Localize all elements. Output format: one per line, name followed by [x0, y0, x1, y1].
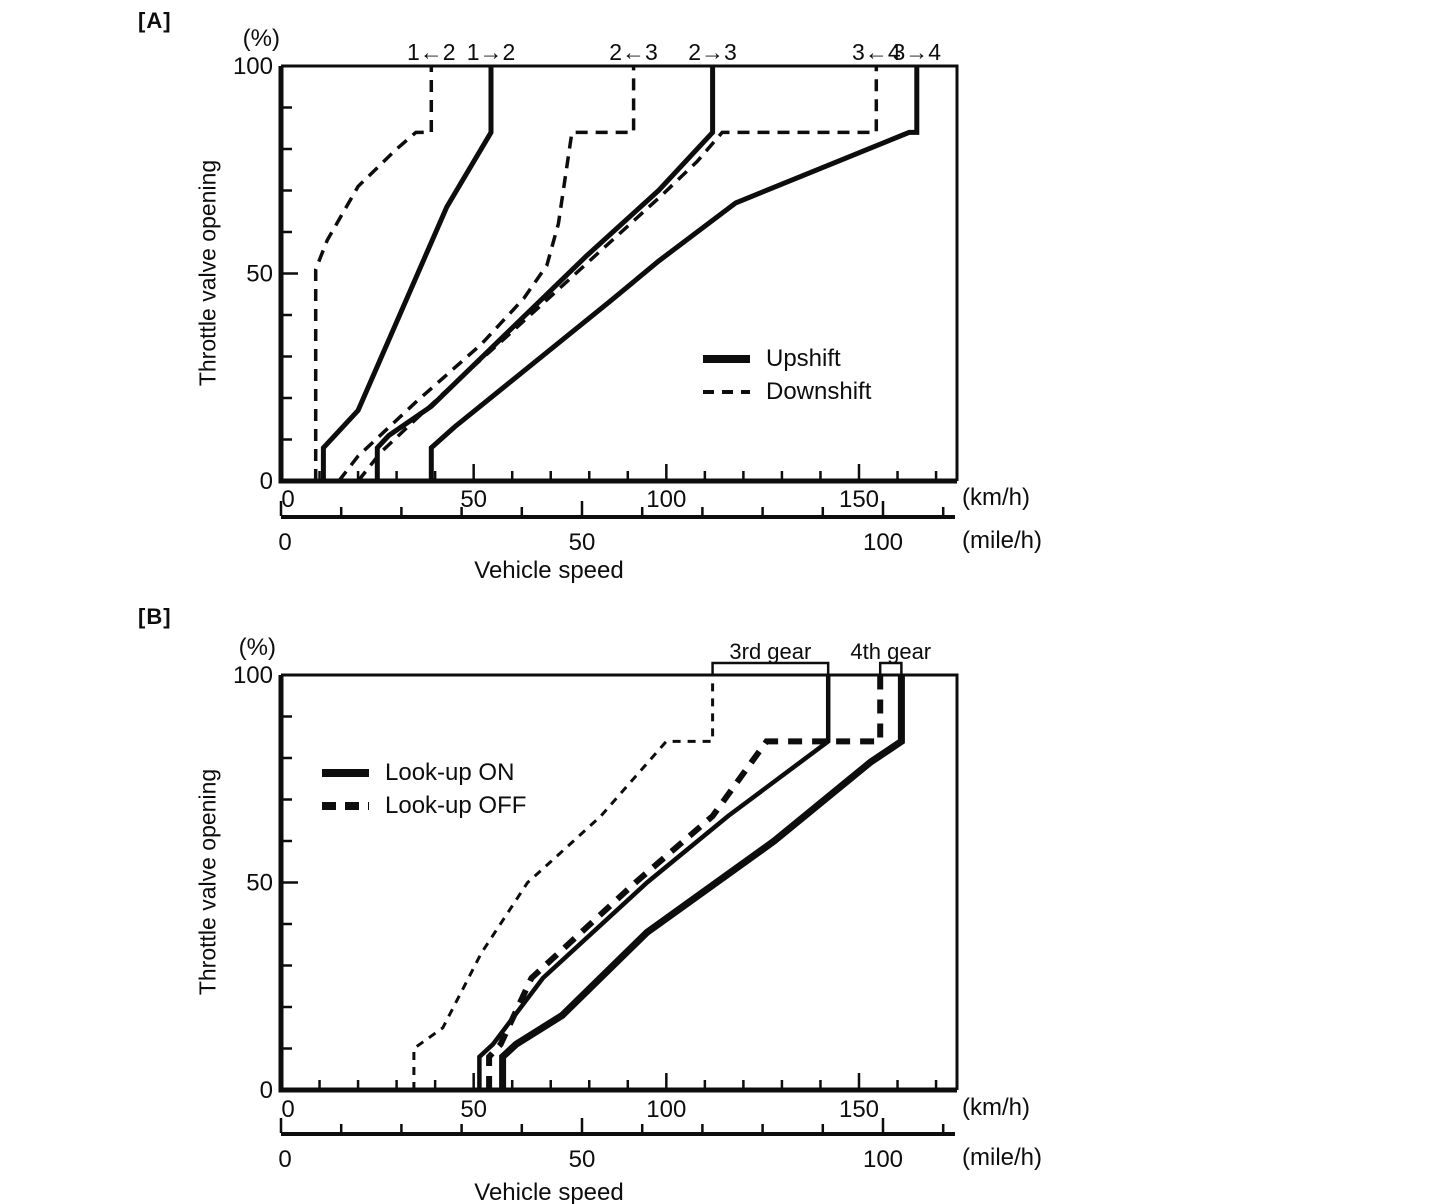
legend-row-upshift: Upshift	[703, 342, 871, 375]
plot-border-top-right	[281, 64, 959, 481]
series-downshift-3-4	[356, 66, 879, 483]
x-axis-title: Vehicle speed	[474, 1179, 623, 1204]
gear-bracket	[711, 661, 830, 675]
mile-axis-unit-label: (mile/h)	[962, 1144, 1042, 1171]
legend-row-lookup-off: Look-up OFF	[322, 789, 526, 822]
legend-label-lookup-off: Look-up OFF	[385, 791, 527, 819]
legend-label-lookup-on: Look-up ON	[385, 758, 515, 786]
y-axis-tick-label: 50	[246, 870, 273, 897]
y-unit-label-a: (%)	[242, 25, 280, 52]
km-axis-tick-label: 50	[460, 486, 487, 513]
shift-label: 3←4	[852, 39, 901, 65]
mile-axis-tick-label: 50	[569, 1146, 596, 1173]
panel-a-label: [A]	[138, 8, 172, 33]
series-upshift-1-2	[320, 66, 494, 481]
km-axis-unit-label: (km/h)	[962, 484, 1030, 511]
upshift-line-swatch	[703, 354, 750, 363]
legend-panel-b: Look-up ON Look-up OFF	[322, 756, 526, 822]
mile-axis-tick-label: 100	[863, 529, 903, 556]
x-axis-title: Vehicle speed	[474, 557, 623, 584]
km-axis-tick-label: 150	[839, 1096, 879, 1123]
plot-border-left-bottom	[278, 675, 957, 1093]
mile-axis-tick-label: 0	[278, 529, 291, 556]
series-upshift-3-4	[428, 66, 920, 481]
km-axis-unit-label: (km/h)	[962, 1094, 1030, 1121]
series-lookup-off-3rd-boundary	[412, 675, 715, 1090]
legend-label-downshift: Downshift	[766, 377, 872, 405]
y-axis-tick-label: 0	[260, 1077, 273, 1104]
mile-axis-unit-label: (mile/h)	[962, 527, 1042, 554]
series-upshift-2-3	[374, 66, 716, 481]
legend-row-lookup-on: Look-up ON	[322, 756, 526, 789]
y-axis-tick-label: 100	[233, 53, 273, 80]
shift-label: 2→3	[688, 39, 737, 65]
shift-label: 2←3	[609, 39, 658, 65]
y-unit-label-b: (%)	[238, 634, 276, 661]
series-downshift-1-2	[313, 66, 434, 481]
shift-label: 3→4	[892, 39, 941, 65]
km-axis-tick-label: 50	[460, 1096, 487, 1123]
shift-label: 1←2	[407, 39, 456, 65]
gear-bracket-label: 4th gear	[850, 639, 931, 664]
y-axis-tick-label: 0	[260, 468, 273, 495]
series-downshift-2-3	[337, 66, 636, 483]
km-axis-tick-label: 100	[646, 1096, 686, 1123]
km-axis-tick-label: 150	[839, 486, 879, 513]
series-lookup-on-4th-boundary	[499, 675, 905, 1090]
series-lookup-on-3rd-boundary	[477, 675, 831, 1090]
panel-b-label: [B]	[138, 604, 172, 629]
plot-border-top-right	[281, 673, 959, 1090]
lookup-off-line-swatch	[322, 801, 369, 810]
downshift-line-swatch	[703, 389, 750, 394]
mile-axis-tick-label: 100	[863, 1146, 903, 1173]
plot-border-left-bottom	[278, 66, 957, 484]
km-axis-tick-label: 0	[281, 1096, 294, 1123]
legend-panel-a: Upshift Downshift	[703, 342, 871, 408]
y-axis-tick-label: 100	[233, 662, 273, 689]
gear-bracket-label: 3rd gear	[729, 639, 811, 664]
mile-axis-tick-label: 0	[278, 1146, 291, 1173]
series-lookup-off-4th-boundary	[486, 675, 884, 1090]
legend-row-downshift: Downshift	[703, 375, 871, 408]
lookup-on-line-swatch	[322, 768, 369, 777]
legend-label-upshift: Upshift	[766, 344, 841, 372]
mile-axis-tick-label: 50	[569, 529, 596, 556]
shift-label: 1→2	[467, 39, 516, 65]
gear-bracket	[878, 661, 903, 675]
km-axis-tick-label: 0	[281, 486, 294, 513]
y-axis-tick-label: 50	[246, 261, 273, 288]
km-axis-tick-label: 100	[646, 486, 686, 513]
